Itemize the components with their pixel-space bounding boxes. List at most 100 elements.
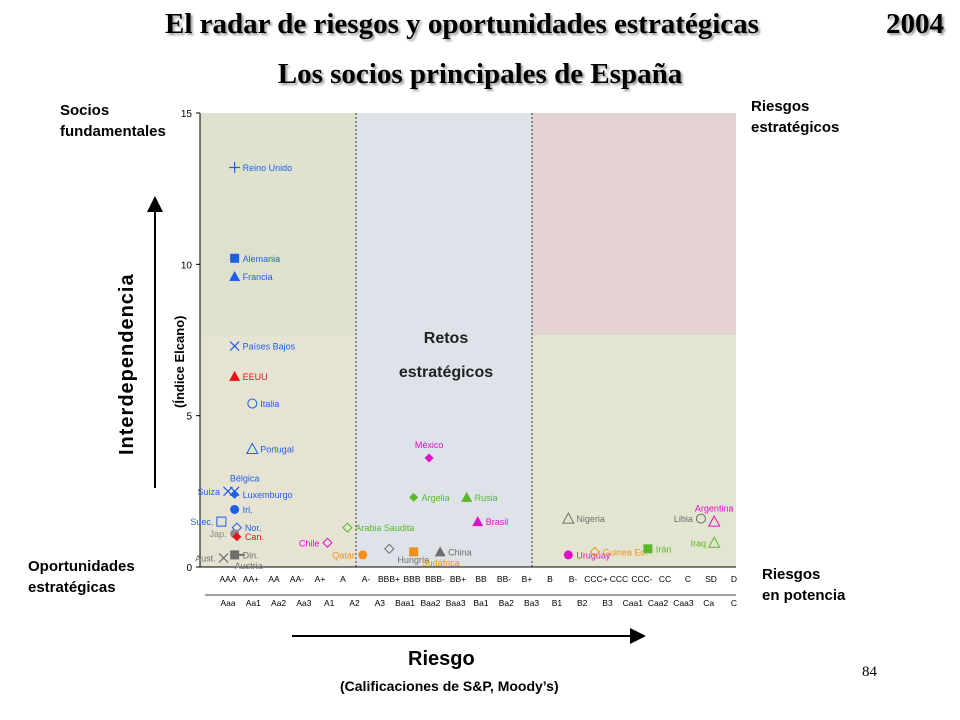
x-tick-label-moodys: Ca [703,598,714,608]
x-tick-label-sp: A- [362,574,371,584]
point-label-suiza: Suiza [197,487,220,497]
point-marker-ir-n [643,544,653,554]
point-label-brasil: Brasil [486,517,509,527]
point-marker-china [434,546,446,557]
x-tick-label-moodys: C [731,598,737,608]
x-tick-label-moodys: Baa3 [446,598,466,608]
point-marker-luxemburgo [230,489,240,499]
point-marker-suec- [216,516,227,527]
point-label-b-lgica: Bélgica [230,473,260,483]
point-label-arabia-saudita: Arabia Saudita [355,523,414,533]
x-tick-label-sp: B- [569,574,578,584]
x-tick-label-moodys: Baa1 [395,598,415,608]
point-label-chile: Chile [299,538,320,548]
point-label-din-: Din. [243,550,259,560]
x-tick-label-moodys: Baa2 [420,598,440,608]
page-number: 84 [862,664,877,680]
corner-top-right-line2: estratégicos [751,119,840,136]
x-tick-label-sp: A+ [315,574,326,584]
point-label-irl-: Irl. [243,505,253,515]
point-marker-iraq [707,536,721,548]
corner-bottom-left: Oportunidades estratégicas [28,556,135,598]
x-tick-label-sp: CCC- [631,574,652,584]
point-marker-sud-frica [409,547,419,557]
corner-top-left-line2: fundamentales [60,123,166,140]
chart-year: 2004 [886,8,944,40]
point-label-italia: Italia [260,399,279,409]
point-marker-aust- [218,552,229,563]
chart-subtitle: Los socios principales de España [277,58,683,90]
x-ticks: AAA AA+ AA AA- A+ A A- BBB+ BBB BBB- BB+ BB BB- B+ B B-… [219,574,737,608]
x-tick-label-sp: CCC [610,574,628,584]
corner-bottom-left-line2: estratégicas [28,579,116,596]
point-marker-chile [322,537,333,548]
x-axis-title: Riesgo [408,648,475,670]
x-tick-label-moodys: Ba2 [499,598,514,608]
x-tick-label-sp: BB- [497,574,511,584]
corner-bottom-right-line2: en potencia [762,587,846,604]
x-tick-label-sp: BB [475,574,487,584]
point-marker-argelia [409,492,419,502]
point-label-argentina: Argentina [695,504,734,514]
point-label-portugal: Portugal [260,444,294,454]
point-label-m-xico: México [415,440,444,450]
corner-bottom-right: Riesgos en potencia [762,564,845,606]
point-label-pa-ses-bajos: Países Bajos [243,342,296,352]
point-marker-hungr-a [384,543,395,555]
point-label-argelia: Argelia [422,493,450,503]
x-tick-label-sp: CC [659,574,671,584]
point-marker-uruguay [563,550,573,560]
point-label-china: China [448,547,472,557]
x-tick-label-moodys: B1 [552,598,563,608]
x-tick-label-sp: AA- [290,574,304,584]
corner-top-right: Riesgos estratégicos [751,96,839,138]
point-label-rusia: Rusia [475,493,498,503]
x-tick-label-sp: B+ [522,574,533,584]
point-label-ir-n: Irán [656,544,672,554]
y-tick-label: 15 [181,109,193,120]
x-tick-label-sp: CCC+ [584,574,607,584]
corner-top-left: Socios fundamentales [60,100,166,142]
y-tick-label: 10 [181,260,193,271]
point-label-libia: Libia [674,514,693,524]
x-tick-label-sp: C [685,574,691,584]
x-tick-label-sp: A [340,574,346,584]
point-marker-brasil [472,516,484,527]
point-marker-eeuu [229,370,241,381]
point-label-luxemburgo: Luxemburgo [243,490,293,500]
x-tick-label-moodys: Caa3 [673,598,694,608]
point-marker-guinea-ec- [589,546,601,558]
x-tick-label-sp: BB+ [450,574,466,584]
point-label-austria: Austria [235,561,263,571]
x-tick-label-sp: D [731,574,737,584]
chart-title: El radar de riesgos y oportunidades estr… [165,8,759,40]
y-tick-label: 5 [186,412,192,423]
corner-bottom-left-line1: Oportunidades [28,558,135,575]
zone-challenges [356,113,532,567]
x-tick-label-sp: AAA [219,574,236,584]
x-tick-label-moodys: Aa3 [296,598,311,608]
x-tick-label-sp: AA [268,574,280,584]
point-marker-arabia-saudita [342,522,353,533]
x-tick-label-moodys: B3 [602,598,613,608]
point-label-alemania: Alemania [243,254,281,264]
x-tick-label-moodys: B2 [577,598,588,608]
point-marker-francia [229,270,241,281]
point-marker-portugal [245,442,259,454]
point-label-nigeria: Nigeria [576,514,605,524]
point-marker-reino-unido [229,161,241,173]
x-tick-label-moodys: A2 [349,598,360,608]
x-axis-subtitle: (Calificaciones de S&P, Moody’s) [340,678,559,694]
point-label-suec-: Suec. [190,517,213,527]
point-label-iraq: Iraq [691,538,707,548]
quadrant-label-line2: estratégicos [398,364,494,381]
point-label-aust-: Aust. [195,553,216,563]
point-marker-m-xico [424,453,434,463]
x-tick-label-sp: BBB- [425,574,445,584]
point-marker-italia [247,398,258,409]
x-tick-label-moodys: Caa1 [623,598,644,608]
point-marker-libia [695,513,706,524]
x-tick-label-sp: AA+ [243,574,259,584]
zone-strategic-risks [532,113,736,335]
